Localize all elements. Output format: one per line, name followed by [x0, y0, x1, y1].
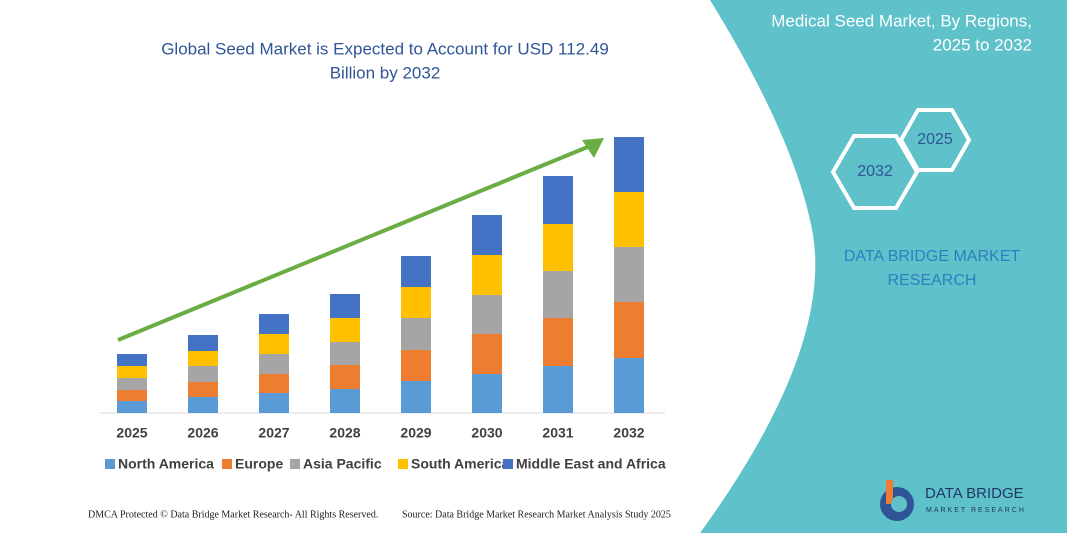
bar-segment [401, 287, 431, 318]
bar-segment [259, 374, 289, 393]
legend-label: Europe [235, 456, 283, 472]
bar-segment [259, 393, 289, 413]
bar-segment [188, 382, 218, 397]
footer-text: DMCA Protected © Data Bridge Market Rese… [88, 509, 378, 520]
hexagon-label: 2032 [857, 163, 893, 180]
x-tick-label: 2028 [329, 425, 360, 441]
bar-segment [117, 390, 147, 401]
logo-name: DATA BRIDGE [925, 485, 1024, 502]
legend-label: South America [411, 456, 509, 472]
bar-segment [330, 365, 360, 389]
bar-segment [543, 366, 573, 413]
x-tick-label: 2026 [187, 425, 218, 441]
side-panel [700, 0, 1067, 533]
x-tick-label: 2032 [613, 425, 644, 441]
footer-text: Source: Data Bridge Market Research Mark… [402, 509, 671, 520]
bar-segment [614, 192, 644, 247]
brand-text: RESEARCH [888, 272, 977, 289]
bar-segment [188, 351, 218, 366]
legend-label: North America [118, 456, 214, 472]
panel-title: 2025 to 2032 [933, 35, 1032, 54]
bar-segment [543, 271, 573, 318]
legend-swatch [222, 459, 232, 469]
bar-segment [188, 366, 218, 382]
brand-text: DATA BRIDGE MARKET [844, 248, 1021, 265]
bar-segment [259, 354, 289, 374]
bar-segment [614, 302, 644, 358]
bar-segment [543, 224, 573, 271]
bar-segment [401, 256, 431, 287]
chart-title: Global Seed Market is Expected to Accoun… [161, 39, 609, 58]
bar-segment [614, 247, 644, 302]
bar-segment [543, 176, 573, 224]
bar-segment [117, 354, 147, 366]
bar-segment [472, 215, 502, 255]
bar-segment [472, 374, 502, 413]
legend-label: Middle East and Africa [516, 456, 666, 472]
chart-title: Billion by 2032 [330, 63, 441, 82]
x-tick-label: 2031 [542, 425, 573, 441]
bar-segment [330, 342, 360, 365]
x-tick-label: 2030 [471, 425, 502, 441]
bar-segment [117, 366, 147, 378]
bar-segment [472, 295, 502, 334]
panel-title: Medical Seed Market, By Regions, [771, 11, 1032, 30]
logo-icon [886, 480, 893, 504]
logo-tagline: MARKET RESEARCH [926, 507, 1026, 514]
hexagon-label: 2025 [917, 131, 953, 148]
bar-segment [401, 350, 431, 381]
legend-label: Asia Pacific [303, 456, 382, 472]
bar-segment [401, 381, 431, 413]
x-tick-label: 2025 [116, 425, 147, 441]
trend-arrow [117, 144, 591, 342]
bar-segment [472, 255, 502, 295]
bar-segment [614, 137, 644, 192]
bar-segment [259, 314, 289, 334]
bar-segment [259, 334, 289, 354]
logo-icon [891, 496, 907, 512]
legend-swatch [105, 459, 115, 469]
arrow-head [582, 138, 604, 158]
hexagon [898, 108, 972, 172]
x-tick-label: 2027 [258, 425, 289, 441]
bar-segment [401, 318, 431, 350]
bar-segment [543, 318, 573, 366]
x-tick-label: 2029 [400, 425, 431, 441]
bar-segment [117, 378, 147, 390]
bar-segment [188, 335, 218, 351]
bar-segment [117, 401, 147, 413]
legend-swatch [503, 459, 513, 469]
bar-segment [188, 397, 218, 413]
bar-segment [614, 358, 644, 413]
bar-segment [330, 318, 360, 342]
bar-segment [472, 334, 502, 374]
bar-segment [330, 389, 360, 413]
bar-segment [330, 294, 360, 318]
legend-swatch [398, 459, 408, 469]
legend-swatch [290, 459, 300, 469]
